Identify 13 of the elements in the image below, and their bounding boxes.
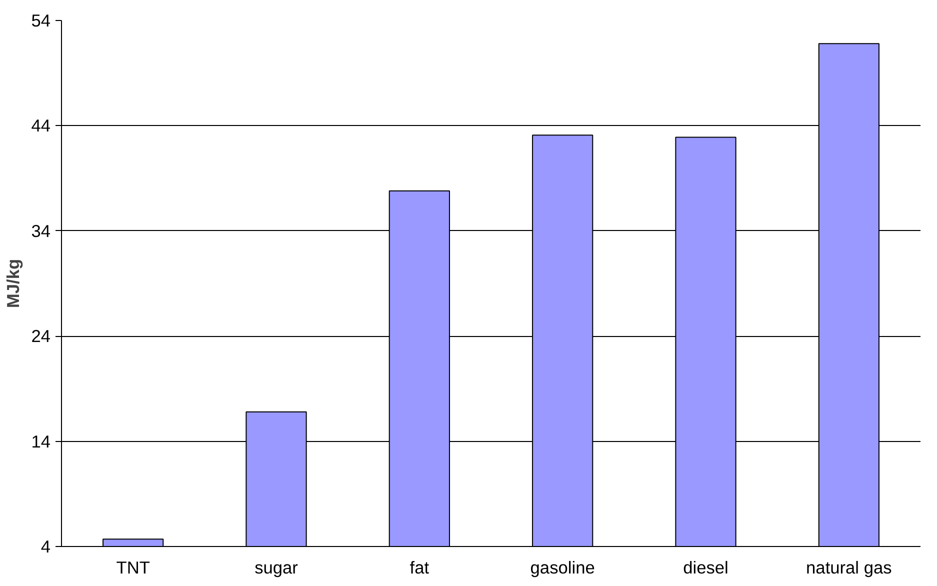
y-tick-label: 34 <box>31 220 51 241</box>
y-tick-label: 24 <box>31 326 51 346</box>
x-tick-label: sugar <box>254 558 298 578</box>
x-tick-label: TNT <box>116 558 150 578</box>
y-axis-title: MJ/kg <box>3 258 24 308</box>
x-tick-label: gasoline <box>530 558 595 578</box>
y-tick-label: 54 <box>31 10 51 30</box>
y-tick-label: 4 <box>40 536 51 556</box>
x-tick-label: natural gas <box>806 558 892 578</box>
x-tick-label: fat <box>410 558 430 578</box>
y-tick-label: 14 <box>31 431 51 452</box>
y-tick-label: 44 <box>31 116 51 136</box>
x-tick-label: diesel <box>683 558 728 578</box>
